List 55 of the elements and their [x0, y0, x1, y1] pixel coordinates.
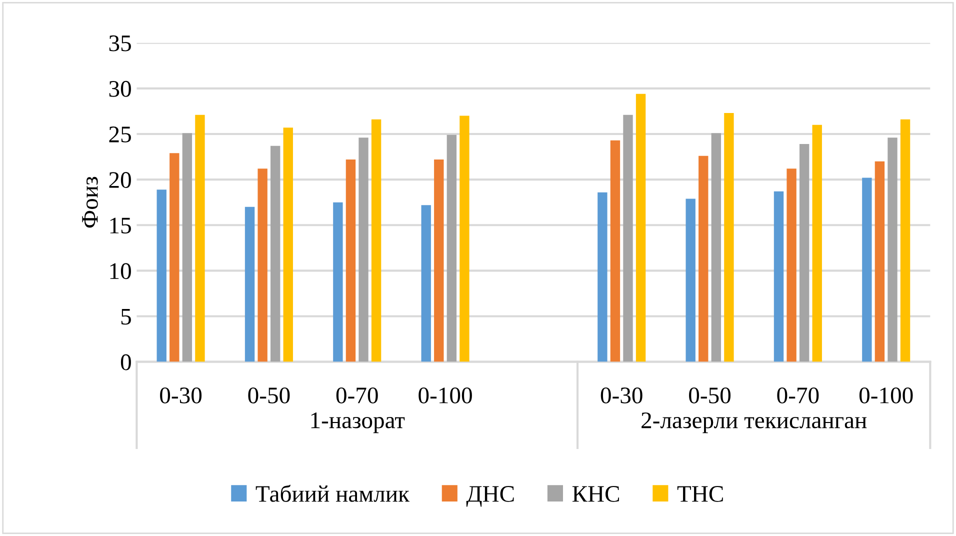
- x-tick-label: 0-100: [418, 387, 472, 404]
- bar: [156, 190, 166, 362]
- bar: [799, 144, 810, 362]
- x-tick-label: 0-30: [160, 387, 202, 404]
- legend-label: Табиий намлик: [256, 484, 410, 502]
- y-axis-title: Фоиз: [82, 176, 98, 228]
- bar: [371, 119, 382, 362]
- bar: [724, 113, 734, 362]
- bar: [244, 206, 255, 362]
- bar: [610, 140, 620, 362]
- bar: [460, 116, 470, 362]
- bar: [346, 160, 356, 362]
- bar: [786, 168, 796, 362]
- y-tick-label: 5: [121, 308, 131, 325]
- bar: [446, 134, 457, 362]
- y-tick-label: 30: [109, 80, 131, 97]
- bar: [270, 146, 280, 362]
- x-tick-label: 0-100: [859, 387, 913, 404]
- bar: [774, 191, 784, 362]
- bar: [900, 119, 910, 362]
- y-tick-label: 35: [109, 35, 131, 52]
- bar: [358, 138, 368, 362]
- bar: [182, 133, 192, 362]
- bar: [195, 114, 205, 362]
- bar: [812, 124, 822, 362]
- bar: [333, 202, 343, 362]
- bar: [170, 153, 180, 362]
- legend-label: ТНС: [677, 486, 723, 502]
- bar: [598, 192, 608, 362]
- y-tick-label: 15: [110, 218, 131, 234]
- bar: [888, 138, 898, 362]
- text: 1-назорат: [311, 412, 405, 434]
- legend-label: ДНС: [466, 486, 514, 507]
- x-tick-label: 0-50: [248, 387, 290, 404]
- x-tick-label: 0-30: [600, 387, 642, 404]
- bar: [283, 128, 293, 362]
- bar: [862, 178, 872, 362]
- text: 2-лазерли текисланган: [642, 412, 867, 434]
- x-tick-label: 0-50: [689, 387, 731, 404]
- legend-label: КНС: [572, 486, 619, 502]
- x-tick-label: 0-70: [777, 387, 819, 404]
- bar: [711, 133, 722, 362]
- y-tick-label: 25: [109, 126, 131, 142]
- bar: [874, 161, 885, 362]
- bar: [421, 205, 431, 362]
- y-tick-label: 20: [109, 172, 131, 188]
- bar: [636, 94, 646, 362]
- y-tick-label: 0: [120, 354, 131, 370]
- y-tick-label: 10: [110, 263, 131, 280]
- bar: [686, 198, 696, 362]
- x-tick-label: 0-70: [336, 387, 378, 404]
- bar: [258, 168, 268, 362]
- bar: [623, 114, 633, 362]
- bar: [434, 160, 444, 362]
- bar: [698, 156, 708, 362]
